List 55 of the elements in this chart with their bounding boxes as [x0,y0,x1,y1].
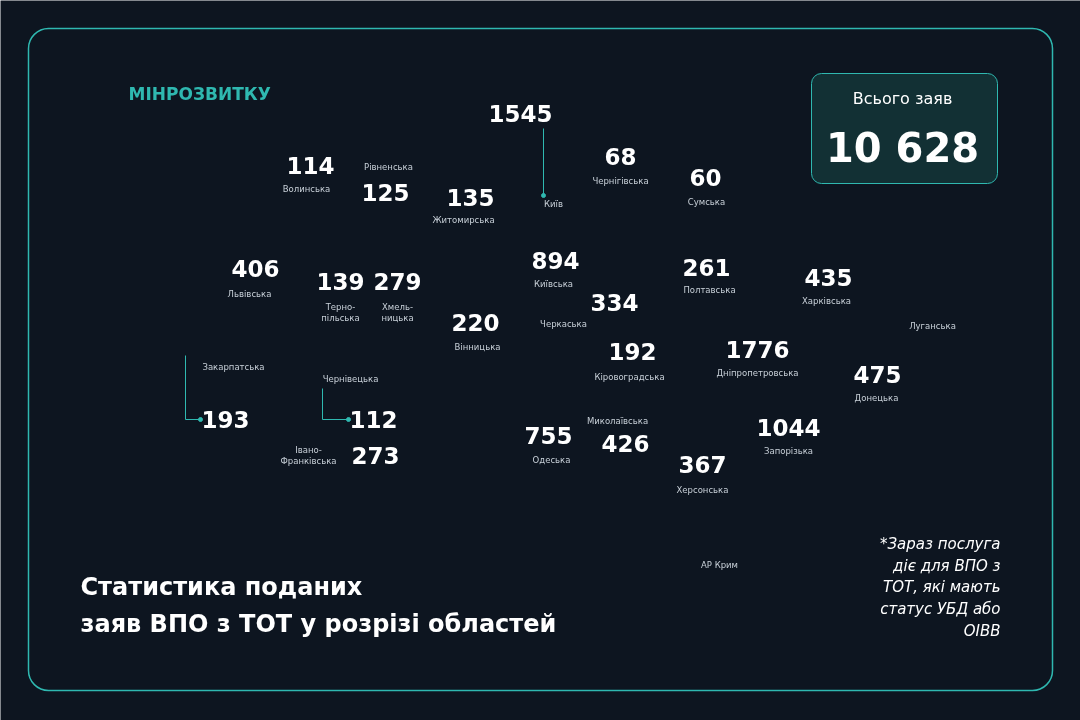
category-label: Черкаська [540,318,587,329]
category-label: Одеська [532,454,571,465]
data-label: 125 [361,180,410,206]
data-label: 192 [608,339,657,365]
data-label: 334 [590,290,639,316]
data-label: 193 [201,407,250,433]
data-label: 68 [604,144,637,170]
text: Статистика поданих заяв ВПО з ТОТ у розрізі областей [80,573,557,638]
category-label: Чернігівська [592,175,649,186]
data-label: 367 [678,452,727,478]
category-label: Львівська [227,288,272,299]
data-label: 894 [531,248,580,274]
category-label: Харківська [802,295,851,306]
data-label: 135 [446,185,495,211]
data-label: 220 [451,310,500,336]
category-label: Дніпропетровська [716,367,799,378]
category-label: Сумська [687,196,726,207]
category-label: Рівненська [364,161,413,172]
category-label: Миколаївська [586,415,649,426]
text: *Зараз послуга діє для ВПО з ТОТ, які мають статус УБД або ОІВВ [879,535,1001,640]
data-label: 475 [853,362,902,388]
category-label: Чернівецька [322,373,379,384]
text: 10 628 [825,124,980,171]
category-label: Луганська [909,320,956,331]
category-label: АР Крим [701,559,739,570]
category-label: Волинська [282,183,331,194]
category-label: Терно- пільська [321,302,360,323]
category-label: Хмель- ницька [381,302,414,323]
category-label: Запорізька [763,445,814,456]
data-label: 112 [349,407,398,433]
category-label: Донецька [854,392,899,403]
category-label: Закарпатська [202,361,265,372]
data-label: 1776 [725,337,790,363]
category-label: Херсонська [676,484,729,495]
data-label: 1044 [756,415,821,441]
data-label: 426 [601,431,650,457]
data-label: 755 [524,423,573,449]
data-label: 273 [351,443,400,469]
data-label: 261 [682,255,731,281]
category-label: Івано- Франківська [280,445,337,466]
data-label: 1545 [488,101,553,127]
category-label: Київська [534,278,573,289]
data-label: 139 [316,269,365,295]
category-label: Кіровоградська [594,371,665,382]
data-label: 406 [231,256,280,282]
category-label: Київ [544,198,563,209]
text: Всього заяв [852,89,953,108]
data-label: 114 [286,153,335,179]
data-label: 60 [689,165,722,191]
category-label: Полтавська [683,284,736,295]
text: МІНРОЗВИТКУ [128,83,271,104]
data-label: 435 [804,265,853,291]
category-label: Вінницька [454,341,501,352]
category-label: Житомирська [432,214,495,225]
data-label: 279 [373,269,422,295]
